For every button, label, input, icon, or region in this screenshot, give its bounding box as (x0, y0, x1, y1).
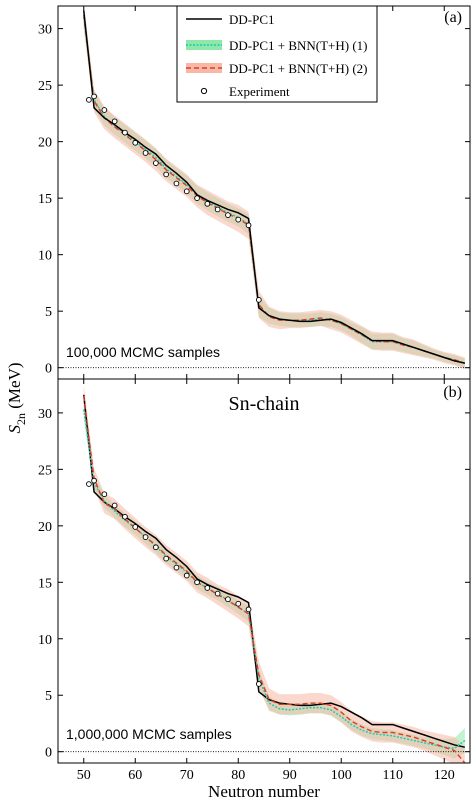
experiment-point-b (235, 600, 242, 607)
y-tick-label-b: 10 (38, 633, 52, 648)
experiment-point-b (225, 596, 231, 603)
legend-label-bnn1: DD-PC1 + BNN(T+H) (1) (229, 38, 368, 53)
experiment-point-b (153, 544, 159, 551)
legend-marker-experiment (200, 87, 208, 95)
y-tick-label-a: 15 (38, 192, 52, 207)
y-tick-label-b: 5 (45, 689, 52, 704)
annotation-a: 100,000 MCMC samples (66, 344, 220, 360)
shared-y-label: S2n (MeV) (5, 362, 28, 433)
annotation-b: 1,000,000 MCMC samples (66, 726, 232, 742)
y-tick-label-a: 25 (38, 79, 52, 94)
series-bnn2-b (83, 395, 466, 763)
x-tick-label: 90 (283, 768, 297, 783)
y-tick-label-a: 20 (38, 136, 52, 151)
legend-box (176, 5, 378, 103)
y-label-sub: 2n (14, 413, 28, 425)
series-dd-pc1-a (83, 10, 466, 364)
experiment-point-b (91, 477, 97, 484)
experiment-point-b (204, 585, 211, 591)
y-tick-label-b: 30 (38, 407, 52, 422)
experiment-point-a (163, 171, 170, 178)
experiment-point-a (101, 107, 108, 113)
experiment-point-b (122, 513, 128, 520)
experiment-point-b (132, 524, 139, 530)
legend-label-experiment: Experiment (229, 84, 290, 99)
y-tick-label-b: 20 (38, 520, 52, 535)
experiment-point-b (256, 681, 262, 687)
experiment-point-b (111, 502, 118, 509)
panel-a: 0 5 10 15 20 25 30 (a) 100,000 MCMC samples DD… (38, 5, 471, 380)
experiment-point-b (214, 590, 221, 597)
legend-label-bnn2: DD-PC1 + BNN(T+H) (2) (229, 61, 368, 76)
experiment-point-a (173, 180, 180, 187)
experiment-point-b (194, 579, 200, 586)
experiment-point-a (142, 150, 149, 156)
y-tick-label-a: 5 (45, 305, 52, 320)
y-tick-label-a: 10 (38, 249, 52, 264)
plot-area-b (58, 384, 470, 763)
experiment-point-a (183, 188, 190, 195)
x-tick-label: 60 (128, 768, 142, 783)
x-tick-label: 120 (434, 768, 455, 783)
experiment-point-b (163, 555, 170, 562)
y-tick-label-b: 0 (45, 746, 52, 761)
x-tick-label: 80 (231, 768, 245, 783)
experiment-point-a (245, 222, 252, 229)
experiment-point-a (225, 212, 231, 218)
experiment-point-a (153, 160, 159, 166)
legend-label-dd-pc1: DD-PC1 (229, 12, 275, 27)
panel-title-b: Sn-chain (228, 393, 299, 415)
x-axis-b: 50 60 70 80 90 100 110 120 (77, 379, 455, 783)
experiment-point-b (173, 564, 180, 571)
experiment-point-b (101, 491, 108, 498)
panel-tag-b: (b) (443, 384, 462, 401)
experiment-point-b (183, 572, 190, 579)
experiment-point-b (245, 606, 252, 613)
experiment-point-a (235, 216, 242, 223)
x-tick-label: 70 (180, 768, 194, 783)
legend: DD-PC1 DD-PC1 + BNN(T+H) (1) DD-PC1 + BN… (176, 5, 378, 103)
experiment-point-a (111, 118, 118, 125)
panel-tag-a: (a) (444, 9, 462, 26)
experiment-point-a (194, 195, 200, 202)
experiment-point-b (142, 534, 149, 540)
experiment-point-a (122, 129, 128, 136)
y-tick-label-a: 0 (45, 362, 52, 377)
experiment-point-a (91, 93, 97, 100)
y-label-main: S (5, 425, 24, 434)
experiment-point-a (214, 206, 221, 213)
experiment-point-a (204, 200, 211, 207)
x-tick-label: 110 (383, 768, 403, 783)
experiment-point-a (132, 139, 139, 146)
y-tick-label-b: 15 (38, 576, 52, 591)
shared-x-label: Neutron number (208, 782, 320, 801)
x-tick-label: 100 (331, 768, 352, 783)
experiment-point-b (86, 481, 92, 487)
x-tick-label: 50 (77, 768, 91, 783)
y-label-unit: (MeV) (5, 362, 24, 413)
plot-area-a (58, 6, 470, 369)
y-tick-label-b: 25 (38, 463, 52, 478)
axes-frame-b (57, 378, 471, 764)
experiment-point-a (86, 96, 92, 103)
panel-b: 0 5 10 15 20 25 30 50 60 70 80 90 100 110 120 (b) Sn-… (38, 378, 471, 783)
band-2-b (83, 384, 465, 763)
y-axis-b: 0 5 10 15 20 25 30 (38, 407, 470, 761)
y-tick-label-a: 30 (38, 23, 52, 38)
y-axis-a: 0 5 10 15 20 25 30 (38, 23, 470, 377)
experiment-point-a (256, 297, 262, 303)
